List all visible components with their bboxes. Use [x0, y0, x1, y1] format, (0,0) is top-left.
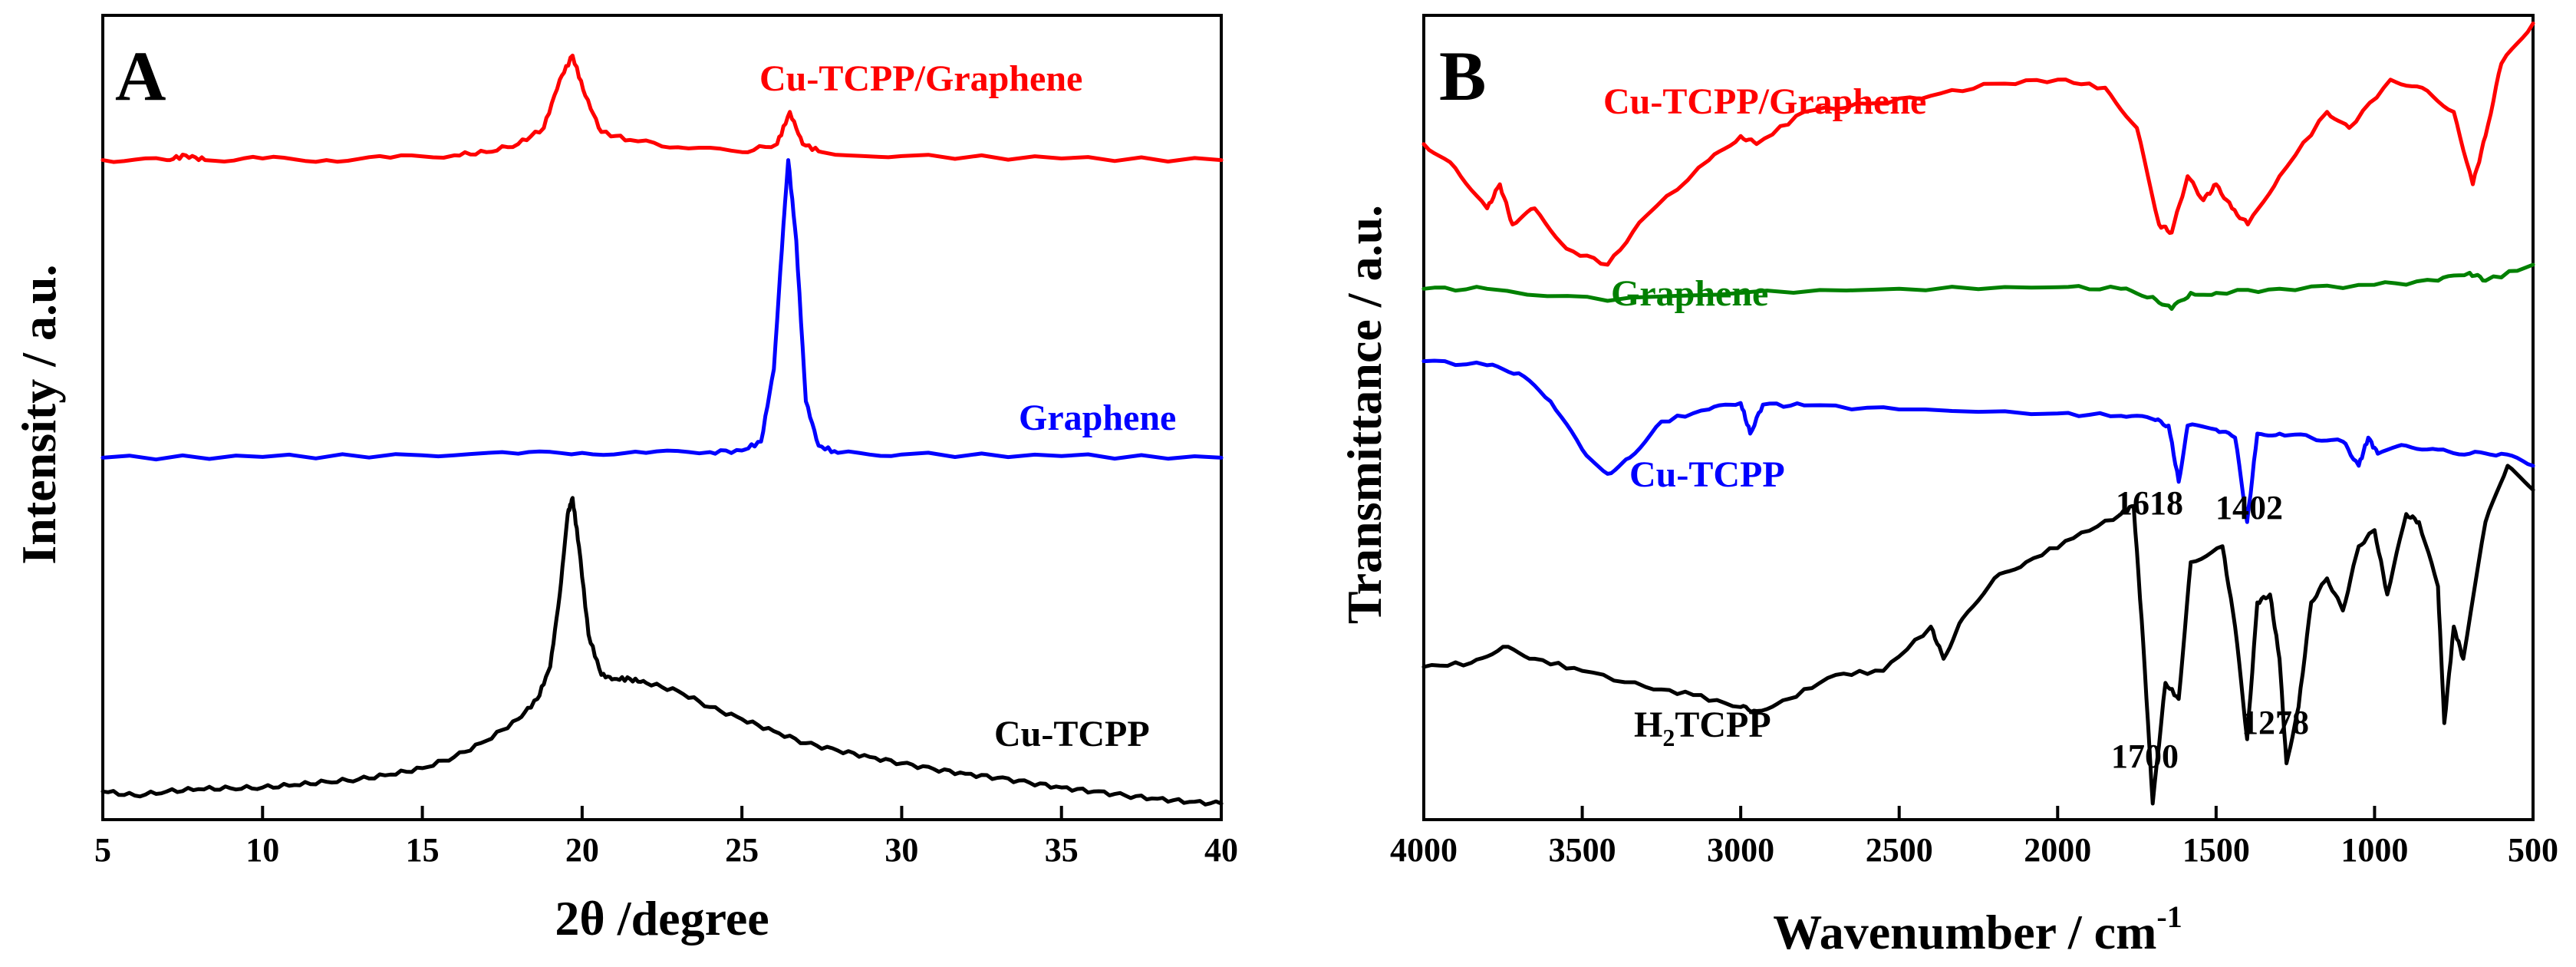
panel-a-x-tick-label-30: 30: [884, 831, 918, 869]
annotation-1278: 1278: [2242, 704, 2309, 741]
panel-b-x-tick-label-3000: 3000: [1707, 831, 1774, 869]
panel-b-label-cu-tcpp-graphene: Cu-TCPP/Graphene: [1603, 81, 1926, 122]
panel-b-x-tick-label-4000: 4000: [1390, 831, 1458, 869]
panel-a-x-tick-label-10: 10: [245, 831, 279, 869]
panel-a-x-ticks: [101, 806, 1223, 820]
panel-b-x-tick-label-1500: 1500: [2182, 831, 2250, 869]
panel-b-x-tick-label-2500: 2500: [1866, 831, 1933, 869]
panel-a-series-cu-tcpp: [100, 496, 1224, 807]
panel-b-x-tick-labels: 4000 3500 3000 2500 2000 1500 1000 500: [1390, 831, 2558, 869]
panel-b-x-tick-label-3500: 3500: [1549, 831, 1616, 869]
panel-b-label-cu-tcpp: Cu-TCPP: [1629, 454, 1785, 495]
panel-a-series-graphene: [100, 158, 1224, 462]
panel-b-label-h2tcpp: H2TCPP: [1634, 705, 1771, 751]
panel-b-series: [1421, 21, 2535, 806]
panel-a-label-graphene: Graphene: [1019, 398, 1176, 438]
annotation-1618: 1618: [2116, 484, 2183, 522]
panel-b-series-graphene: [1421, 262, 2535, 311]
panel-b-series-cu-tcpp: [1421, 358, 2535, 524]
annotation-1402: 1402: [2215, 489, 2283, 526]
panel-b-letter: B: [1439, 37, 1486, 115]
panel-a-label-cu-tcpp-graphene: Cu-TCPP/Graphene: [759, 58, 1082, 99]
panel-a-x-tick-label-35: 35: [1045, 831, 1079, 869]
panel-b-x-tick-label-2000: 2000: [2024, 831, 2091, 869]
panel-b-plot-frame: [1422, 14, 2535, 821]
panel-a-x-axis-title: 2θ /degree: [555, 891, 769, 946]
panel-a-letter: A: [115, 37, 166, 115]
panel-b-y-axis-title: Transmittance / a.u.: [1337, 205, 1392, 624]
panel-a-x-tick-label-15: 15: [406, 831, 440, 869]
panel-a-x-tick-label-5: 5: [94, 831, 111, 869]
panel-a-chart: 5 10 15 20 25 30 35 40 A Cu-TCPP/Graphene Graph…: [12, 14, 1238, 946]
panel-b-label-graphene: Graphene: [1611, 273, 1768, 314]
panel-b-label-h2tcpp-rest: TCPP: [1675, 705, 1771, 745]
panel-a-series-cu-tcpp-graphene: [100, 53, 1224, 164]
panel-b-series-cu-tcpp-graphene: [1421, 21, 2535, 267]
panel-a-y-axis-title: Intensity / a.u.: [12, 264, 66, 564]
panel-a-plot-frame: [101, 14, 1223, 821]
panel-a-label-cu-tcpp: Cu-TCPP: [994, 714, 1150, 754]
panel-b-x-ticks: [1422, 806, 2535, 820]
panel-b-x-axis-title: Wavenumber / cm-1: [1773, 899, 2182, 959]
panel-a-series: [100, 53, 1224, 807]
annotation-1700: 1700: [2111, 738, 2179, 775]
panel-a-x-tick-label-40: 40: [1204, 831, 1238, 869]
panel-b-x-axis-title-superscript: -1: [2156, 899, 2182, 934]
panel-b-x-tick-label-1000: 1000: [2340, 831, 2408, 869]
panel-b-series-h2tcpp: [1421, 464, 2535, 806]
panel-b-chart: 4000 3500 3000 2500 2000 1500 1000 500 B Cu-TCP…: [1337, 14, 2558, 959]
panel-b-x-tick-label-500: 500: [2508, 831, 2558, 869]
panel-b-x-axis-title-main: Wavenumber / cm: [1773, 905, 2156, 959]
panel-a-x-tick-labels: 5 10 15 20 25 30 35 40: [94, 831, 1238, 869]
panel-b-label-h2tcpp-h: H: [1634, 705, 1662, 745]
panel-a-x-tick-label-20: 20: [565, 831, 599, 869]
panel-a-x-tick-label-25: 25: [725, 831, 759, 869]
panel-b-label-h2tcpp-subscript: 2: [1662, 724, 1675, 751]
